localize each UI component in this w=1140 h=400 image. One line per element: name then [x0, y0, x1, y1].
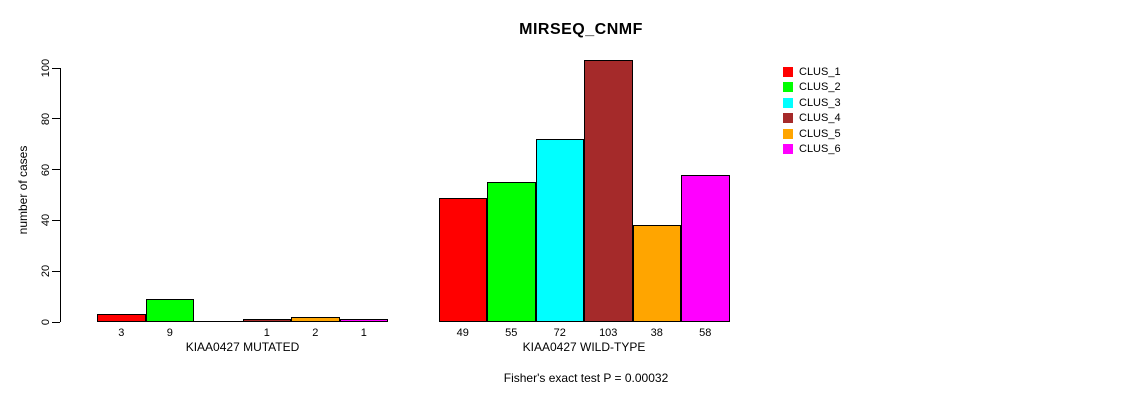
fisher-test-note: Fisher's exact test P = 0.00032: [503, 371, 669, 385]
legend-item: CLUS_4: [783, 112, 841, 124]
y-tick-mark: [52, 270, 60, 272]
legend-item: CLUS_2: [783, 81, 841, 93]
bar-clus_1-wild-type: [438, 197, 487, 322]
bar-value-label: 9: [166, 327, 173, 339]
legend-swatch-clus_1: [783, 67, 793, 77]
y-axis-line: [60, 68, 61, 322]
bar-value-label: 2: [312, 327, 319, 339]
bar-value-label: 49: [456, 327, 469, 339]
y-tick-label: 60: [40, 163, 52, 176]
y-tick-mark: [52, 321, 60, 323]
bar-clus_3-mutated: [194, 321, 243, 322]
bar-value-label: 103: [599, 327, 618, 339]
bar-value-label: 72: [553, 327, 566, 339]
bar-clus_2-mutated: [145, 299, 194, 322]
legend-swatch-clus_3: [783, 97, 793, 108]
y-tick-label: 20: [40, 265, 52, 278]
legend-item: CLUS_3: [783, 97, 841, 109]
y-tick-mark: [52, 118, 60, 120]
y-tick-label: 0: [40, 318, 52, 326]
bar-value-label: 3: [118, 327, 125, 339]
y-tick-label: 100: [40, 58, 52, 78]
y-axis-label: number of cases: [16, 145, 30, 235]
bar-clus_6-mutated: [339, 319, 388, 322]
legend-item-label: CLUS_1: [799, 66, 841, 78]
legend-item-label: CLUS_6: [799, 143, 841, 155]
legend-item: CLUS_6: [783, 143, 841, 155]
legend-item: CLUS_1: [783, 66, 841, 78]
y-tick-mark: [52, 169, 60, 171]
bar-clus_3-wild-type: [535, 139, 584, 322]
bar-clus_6-wild-type: [681, 174, 730, 322]
y-tick-mark: [52, 67, 60, 69]
legend-item-label: CLUS_4: [799, 112, 841, 125]
legend-swatch-clus_4: [783, 113, 793, 124]
bar-value-label: 58: [699, 327, 712, 339]
bar-value-label: 38: [650, 327, 663, 339]
bar-value-label: 1: [360, 327, 367, 339]
bar-clus_2-wild-type: [487, 182, 536, 322]
y-tick-label: 80: [40, 112, 52, 125]
legend-item-label: CLUS_3: [799, 96, 841, 109]
legend-item: CLUS_5: [783, 128, 841, 140]
legend-item-label: CLUS_5: [799, 127, 841, 140]
legend-swatch-clus_6: [783, 144, 793, 154]
y-tick-mark: [52, 219, 60, 221]
legend-swatch-clus_5: [783, 128, 793, 139]
y-tick-label: 40: [40, 214, 52, 227]
x-group-label: KIAA0427 MUTATED: [185, 340, 300, 354]
bar-clus_5-wild-type: [632, 225, 681, 322]
bar-clus_5-mutated: [291, 316, 340, 322]
bar-clus_4-wild-type: [584, 60, 633, 322]
bar-clus_4-mutated: [242, 319, 291, 322]
bar-clus_1-mutated: [97, 314, 146, 322]
bar-value-label: 1: [263, 327, 270, 339]
chart-title: MIRSEQ_CNMF: [519, 21, 643, 38]
bar-value-label: 55: [505, 327, 518, 339]
x-group-label: KIAA0427 WILD-TYPE: [522, 340, 646, 354]
legend-item-label: CLUS_2: [799, 81, 841, 94]
legend-swatch-clus_2: [783, 82, 793, 93]
